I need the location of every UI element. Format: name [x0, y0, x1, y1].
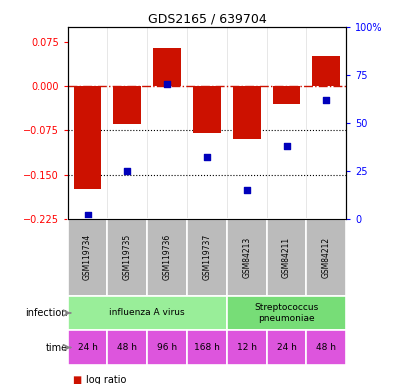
- Bar: [68, 296, 227, 330]
- Bar: [306, 330, 346, 365]
- Text: GSM119736: GSM119736: [163, 234, 172, 280]
- Bar: [74, 86, 101, 189]
- Text: Streptococcus
pneumoniae: Streptococcus pneumoniae: [254, 303, 319, 323]
- Bar: [267, 219, 306, 296]
- Text: 48 h: 48 h: [117, 343, 137, 352]
- Text: 24 h: 24 h: [277, 343, 297, 352]
- Bar: [227, 219, 267, 296]
- Text: influenza A virus: influenza A virus: [109, 308, 185, 318]
- Bar: [68, 330, 107, 365]
- Text: time: time: [45, 343, 68, 353]
- Bar: [233, 86, 261, 139]
- Bar: [267, 330, 306, 365]
- Text: 12 h: 12 h: [237, 343, 257, 352]
- Bar: [273, 86, 300, 104]
- Text: 24 h: 24 h: [78, 343, 98, 352]
- Bar: [227, 330, 267, 365]
- Title: GDS2165 / 639704: GDS2165 / 639704: [148, 13, 266, 26]
- Bar: [187, 219, 227, 296]
- Bar: [227, 296, 346, 330]
- Bar: [107, 330, 147, 365]
- Bar: [193, 86, 221, 133]
- Text: log ratio: log ratio: [86, 375, 126, 384]
- Text: ■: ■: [72, 375, 81, 384]
- Point: [323, 97, 330, 103]
- Text: GSM84213: GSM84213: [242, 237, 251, 278]
- Point: [244, 187, 250, 193]
- Point: [164, 81, 170, 88]
- Text: GSM119735: GSM119735: [123, 234, 132, 280]
- Text: 48 h: 48 h: [316, 343, 336, 352]
- Text: GSM84212: GSM84212: [322, 237, 331, 278]
- Point: [283, 143, 290, 149]
- Bar: [187, 330, 227, 365]
- Text: infection: infection: [25, 308, 68, 318]
- Text: 96 h: 96 h: [157, 343, 177, 352]
- Text: GSM119734: GSM119734: [83, 234, 92, 280]
- Bar: [147, 330, 187, 365]
- Bar: [113, 86, 141, 124]
- Text: 168 h: 168 h: [194, 343, 220, 352]
- Bar: [107, 219, 147, 296]
- Bar: [147, 219, 187, 296]
- Point: [124, 168, 131, 174]
- Point: [204, 154, 210, 161]
- Point: [84, 212, 91, 218]
- Text: GSM84211: GSM84211: [282, 237, 291, 278]
- Bar: [153, 48, 181, 86]
- Text: GSM119737: GSM119737: [203, 234, 211, 280]
- Bar: [306, 219, 346, 296]
- Bar: [312, 56, 340, 86]
- Bar: [68, 219, 107, 296]
